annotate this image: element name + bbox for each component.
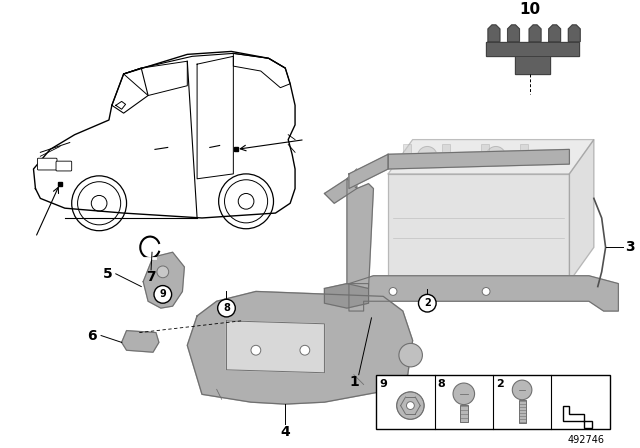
Polygon shape xyxy=(324,179,356,203)
Bar xyxy=(481,145,489,160)
Polygon shape xyxy=(568,25,580,42)
Polygon shape xyxy=(508,25,520,42)
Polygon shape xyxy=(486,42,579,56)
Text: 7: 7 xyxy=(146,270,156,284)
FancyBboxPatch shape xyxy=(56,161,72,171)
Bar xyxy=(519,400,526,423)
Circle shape xyxy=(154,285,172,303)
Polygon shape xyxy=(548,25,561,42)
Polygon shape xyxy=(324,284,369,308)
Text: 2: 2 xyxy=(424,298,431,308)
Polygon shape xyxy=(515,56,550,74)
Circle shape xyxy=(486,146,506,166)
Circle shape xyxy=(389,288,397,295)
Polygon shape xyxy=(188,292,413,404)
Bar xyxy=(460,405,468,422)
Polygon shape xyxy=(349,276,618,311)
Polygon shape xyxy=(347,169,373,289)
Circle shape xyxy=(419,294,436,312)
Circle shape xyxy=(482,288,490,295)
Text: 8: 8 xyxy=(223,303,230,313)
Polygon shape xyxy=(388,174,570,282)
Text: 10: 10 xyxy=(520,2,541,17)
Text: 1: 1 xyxy=(349,375,358,388)
Circle shape xyxy=(218,299,236,317)
Polygon shape xyxy=(529,25,541,42)
Circle shape xyxy=(397,392,424,419)
Text: 2: 2 xyxy=(496,379,504,388)
Circle shape xyxy=(406,402,414,409)
Polygon shape xyxy=(570,140,594,282)
Polygon shape xyxy=(488,25,500,42)
Text: 8: 8 xyxy=(438,379,445,388)
Circle shape xyxy=(512,380,532,400)
Circle shape xyxy=(157,266,169,278)
FancyBboxPatch shape xyxy=(37,158,57,170)
Polygon shape xyxy=(563,406,592,428)
Text: 3: 3 xyxy=(625,241,635,254)
Circle shape xyxy=(417,146,437,166)
Circle shape xyxy=(300,345,310,355)
Text: 5: 5 xyxy=(103,267,113,281)
Polygon shape xyxy=(143,252,184,308)
Polygon shape xyxy=(227,321,324,373)
Polygon shape xyxy=(122,331,159,352)
Text: 9: 9 xyxy=(380,379,387,388)
Bar xyxy=(520,145,528,160)
Text: 4: 4 xyxy=(280,425,290,439)
Bar xyxy=(376,375,609,429)
Polygon shape xyxy=(349,154,388,189)
Bar xyxy=(403,145,411,160)
Polygon shape xyxy=(388,149,570,169)
Text: 492746: 492746 xyxy=(568,435,605,445)
Polygon shape xyxy=(388,140,594,174)
Text: 6: 6 xyxy=(88,328,97,343)
Circle shape xyxy=(399,343,422,367)
Text: 9: 9 xyxy=(159,289,166,299)
Circle shape xyxy=(160,289,170,299)
Bar xyxy=(442,145,450,160)
Circle shape xyxy=(251,345,260,355)
Circle shape xyxy=(453,383,475,405)
